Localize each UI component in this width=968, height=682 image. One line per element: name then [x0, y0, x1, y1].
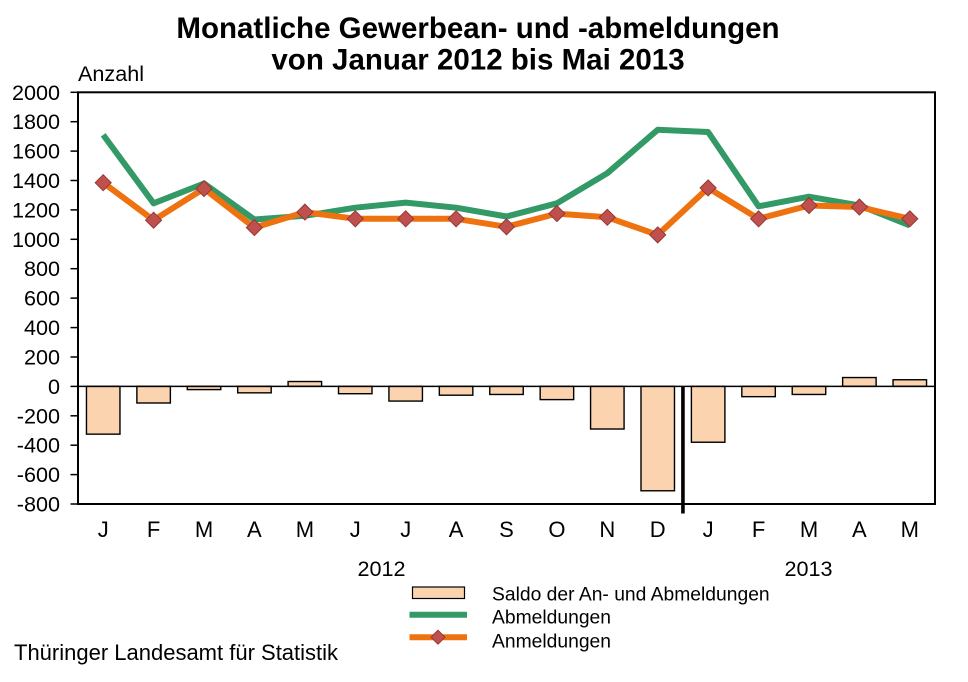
- svg-text:1400: 1400: [12, 168, 60, 193]
- svg-text:200: 200: [24, 345, 60, 370]
- svg-text:F: F: [752, 517, 765, 542]
- svg-text:J: J: [400, 517, 411, 542]
- svg-text:Monatliche Gewerbean- und -abm: Monatliche Gewerbean- und -abmeldungen: [176, 12, 779, 45]
- svg-text:1200: 1200: [12, 197, 60, 222]
- svg-text:-600: -600: [17, 462, 60, 487]
- svg-text:N: N: [599, 517, 615, 542]
- svg-text:J: J: [703, 517, 714, 542]
- svg-text:0: 0: [48, 374, 60, 399]
- svg-text:von Januar 2012 bis Mai 2013: von Januar 2012 bis Mai 2013: [271, 44, 684, 77]
- svg-text:Saldo der An- und Abmeldungen: Saldo der An- und Abmeldungen: [492, 585, 770, 606]
- svg-text:S: S: [499, 517, 514, 542]
- svg-text:Thüringer Landesamt für Statis: Thüringer Landesamt für Statistik: [14, 640, 339, 665]
- svg-text:2012: 2012: [357, 556, 405, 581]
- svg-text:J: J: [98, 517, 109, 542]
- svg-text:800: 800: [24, 256, 60, 281]
- svg-text:600: 600: [24, 286, 60, 311]
- svg-text:M: M: [296, 517, 314, 542]
- svg-text:M: M: [800, 517, 818, 542]
- svg-text:1600: 1600: [12, 139, 60, 164]
- svg-text:2000: 2000: [12, 80, 60, 105]
- svg-text:400: 400: [24, 315, 60, 340]
- svg-text:M: M: [901, 517, 919, 542]
- svg-text:D: D: [650, 517, 666, 542]
- svg-text:O: O: [548, 517, 565, 542]
- svg-text:F: F: [147, 517, 160, 542]
- svg-text:A: A: [449, 517, 464, 542]
- svg-text:2013: 2013: [784, 556, 832, 581]
- svg-text:-200: -200: [17, 403, 60, 428]
- svg-text:Anmeldungen: Anmeldungen: [492, 632, 611, 653]
- svg-text:-800: -800: [17, 492, 60, 517]
- svg-text:1000: 1000: [12, 227, 60, 252]
- svg-text:A: A: [852, 517, 867, 542]
- svg-text:M: M: [195, 517, 213, 542]
- svg-text:-400: -400: [17, 433, 60, 458]
- svg-text:Abmeldungen: Abmeldungen: [492, 608, 611, 629]
- svg-text:J: J: [350, 517, 361, 542]
- svg-text:A: A: [247, 517, 262, 542]
- svg-text:1800: 1800: [12, 109, 60, 134]
- svg-text:Anzahl: Anzahl: [78, 61, 144, 86]
